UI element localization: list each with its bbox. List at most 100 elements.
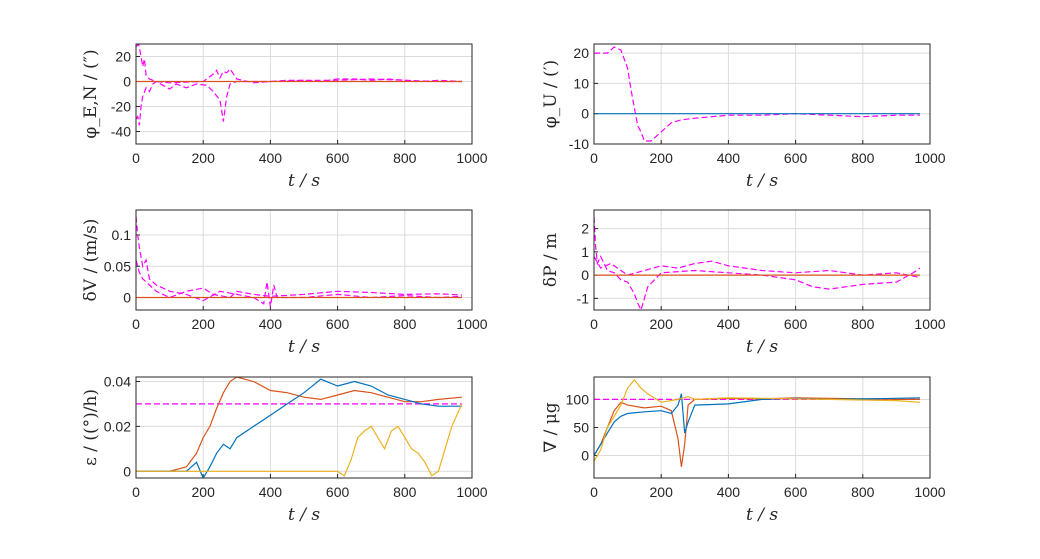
x-tick-label: 1000 xyxy=(914,484,945,500)
y-tick-label: 1 xyxy=(581,244,589,260)
y-axis-label: ε / ((°)/h) xyxy=(81,389,101,466)
plot-area xyxy=(594,210,930,310)
x-tick-label: 400 xyxy=(259,316,283,332)
x-tick-label: 200 xyxy=(650,316,674,332)
series-z xyxy=(136,403,463,477)
y-tick-label: 0 xyxy=(581,267,589,283)
y-tick-label: 0 xyxy=(123,290,131,306)
plot-epsilon: 0 200 400 600 800 1000 0 0.02 0.04 t / s ε / ((°)/… xyxy=(81,373,488,525)
y-tick-label: -40 xyxy=(111,124,131,140)
plot-delta-v: 0 200 400 600 800 1000 0 0.05 0.1 t / s δV / (m/s) xyxy=(81,209,488,357)
y-tick-label: 0.05 xyxy=(104,258,131,274)
y-tick-label: 10 xyxy=(573,75,589,91)
x-axis-label: t / s xyxy=(746,171,778,191)
y-axis-label: δP / m xyxy=(541,233,561,287)
axes-frame xyxy=(135,376,473,479)
x-tick-label: 400 xyxy=(717,316,741,332)
x-tick-label: 1000 xyxy=(914,316,945,332)
series-z xyxy=(594,378,920,462)
series-x xyxy=(136,377,462,472)
y-tick-label: 50 xyxy=(573,420,589,436)
x-tick-label: 0 xyxy=(132,484,140,500)
x-tick-label: 0 xyxy=(132,150,140,166)
y-tick-label: 100 xyxy=(566,391,590,407)
x-tick-label: 0 xyxy=(132,316,140,332)
series-group xyxy=(136,216,462,307)
x-tick-label: 800 xyxy=(393,484,417,500)
axes-frame xyxy=(135,209,473,311)
series-e-estimate xyxy=(136,78,462,126)
y-tick-label: 20 xyxy=(573,45,589,61)
y-tick-label: -20 xyxy=(111,99,131,115)
y-tick-label: 0.04 xyxy=(104,373,131,389)
series-group xyxy=(136,44,462,126)
y-tick-label: 20 xyxy=(115,49,131,65)
x-tick-label: 600 xyxy=(784,484,808,500)
x-tick-label: 600 xyxy=(326,316,350,332)
y-tick-label: -1 xyxy=(577,290,590,306)
x-tick-label: 600 xyxy=(326,150,350,166)
x-tick-label: 400 xyxy=(259,484,283,500)
axes-frame xyxy=(593,209,931,311)
x-tick-label: 600 xyxy=(326,484,350,500)
x-tick-label: 1000 xyxy=(456,316,487,332)
series-group xyxy=(594,46,920,142)
series-x xyxy=(594,397,920,467)
y-axis-label: φ_U / (′) xyxy=(541,60,561,128)
x-tick-label: 0 xyxy=(590,316,598,332)
x-tick-label: 200 xyxy=(192,150,216,166)
series-v-estimate-1 xyxy=(136,216,462,307)
plot-nabla: 0 200 400 600 800 1000 0 50 100 t / s ∇ / μg xyxy=(541,376,946,525)
y-axis-label: δV / (m/s) xyxy=(81,219,101,302)
x-tick-label: 200 xyxy=(192,484,216,500)
x-tick-label: 400 xyxy=(717,150,741,166)
y-tick-label: 0 xyxy=(581,106,589,122)
y-tick-label: 0 xyxy=(123,74,131,90)
x-tick-label: 600 xyxy=(784,150,808,166)
y-tick-label: 0 xyxy=(123,463,131,479)
axes-frame xyxy=(593,43,931,145)
series-y xyxy=(136,378,462,478)
y-tick-label: 2 xyxy=(581,221,589,237)
plot-phi-en: 0 200 400 600 800 1000 -40 -20 0 20 t / s φ_E,N / (… xyxy=(81,43,488,191)
plot-area xyxy=(594,44,930,144)
x-tick-label: 0 xyxy=(590,150,598,166)
x-tick-label: 600 xyxy=(784,316,808,332)
x-tick-label: 800 xyxy=(851,484,875,500)
plot-area xyxy=(136,377,472,478)
x-tick-label: 1000 xyxy=(456,150,487,166)
x-tick-label: 1000 xyxy=(914,150,945,166)
x-tick-label: 1000 xyxy=(456,484,487,500)
x-axis-label: t / s xyxy=(288,505,320,525)
series-group xyxy=(594,216,921,310)
x-tick-label: 800 xyxy=(393,316,417,332)
x-tick-label: 200 xyxy=(650,484,674,500)
axes-frame xyxy=(135,43,473,145)
x-tick-label: 200 xyxy=(192,316,216,332)
y-axis-label: ∇ / μg xyxy=(541,402,561,452)
y-axis-label: φ_E,N / (″) xyxy=(81,49,101,138)
x-tick-label: 800 xyxy=(851,316,875,332)
y-tick-label: 0.1 xyxy=(112,227,132,243)
x-axis-label: t / s xyxy=(288,171,320,191)
y-tick-label: 0.02 xyxy=(104,418,131,434)
series-group xyxy=(136,377,463,478)
x-tick-label: 0 xyxy=(590,484,598,500)
axes-frame xyxy=(593,376,931,479)
x-tick-label: 800 xyxy=(851,150,875,166)
x-axis-label: t / s xyxy=(746,337,778,357)
x-axis-label: t / s xyxy=(746,505,778,525)
series-p-estimate-2 xyxy=(594,256,921,278)
series-n-estimate xyxy=(136,44,462,84)
y-tick-label: 0 xyxy=(581,448,589,464)
x-tick-label: 800 xyxy=(393,150,417,166)
x-axis-label: t / s xyxy=(288,337,320,357)
x-tick-label: 400 xyxy=(259,150,283,166)
plot-area xyxy=(136,44,472,144)
x-tick-label: 200 xyxy=(650,150,674,166)
y-tick-label: -10 xyxy=(569,136,589,152)
plot-area xyxy=(136,210,472,310)
